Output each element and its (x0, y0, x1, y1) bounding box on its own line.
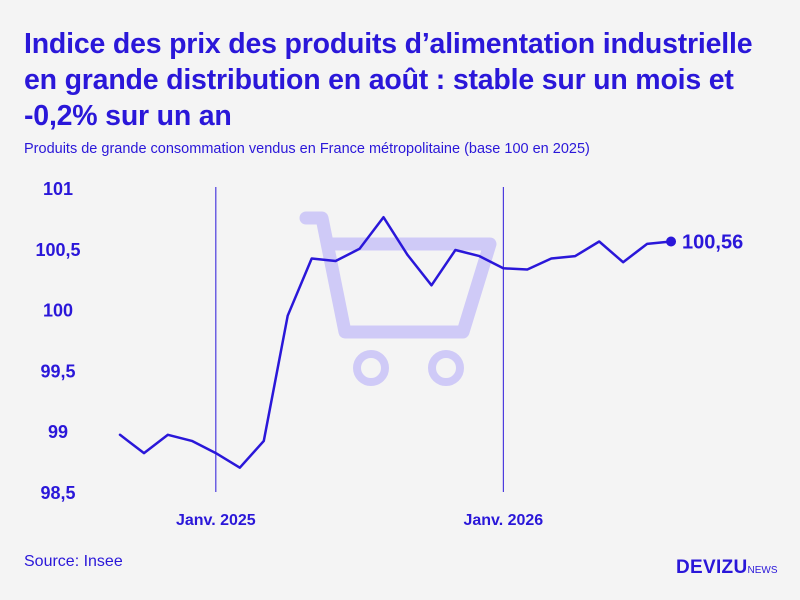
brand-logo: DEVIZUNEWS (676, 557, 777, 579)
y-tick-label: 99 (48, 422, 68, 442)
y-tick-label: 98,5 (40, 483, 75, 503)
x-tick-label: Janv. 2026 (463, 512, 543, 529)
y-tick-label: 101 (43, 179, 73, 199)
x-tick-label: Janv. 2025 (176, 512, 256, 529)
last-value-label: 100,56 (682, 232, 743, 254)
y-tick-label: 99,5 (40, 361, 75, 381)
last-data-point (666, 236, 677, 247)
shopping-cart-icon (299, 211, 497, 386)
logo-sub-text: NEWS (747, 565, 778, 576)
y-tick-label: 100,5 (35, 240, 80, 260)
logo-main-text: DEVIZU (676, 557, 748, 578)
chart-subtitle: Produits de grande consommation vendus e… (24, 141, 590, 157)
chart-title: Indice des prix des produits d’alimentat… (24, 28, 753, 132)
y-tick-label: 100 (43, 301, 73, 321)
source-note: Source: Insee (24, 553, 123, 570)
series-line (118, 215, 673, 469)
